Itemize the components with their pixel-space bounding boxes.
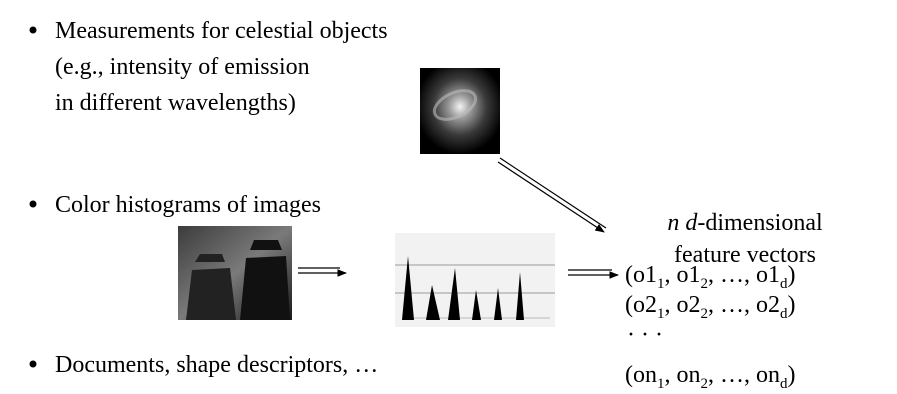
- subscript: 1: [657, 376, 665, 392]
- feature-vector: (o11, o12, …, o1d): [625, 262, 796, 292]
- arrow-line: [498, 162, 604, 232]
- vector-part: (o2: [625, 292, 657, 318]
- vector-part: , …, o2: [708, 292, 780, 318]
- page: {"bullets": [ {"lines": ["Measurements f…: [0, 0, 897, 394]
- vector-part: ): [788, 292, 796, 318]
- bullet-marker: [30, 201, 37, 208]
- vector-part: , o2: [665, 292, 701, 318]
- slide: Measurements for celestial objects (e.g.,…: [0, 0, 897, 394]
- bullet-marker: [30, 27, 37, 34]
- subscript: 2: [701, 376, 709, 392]
- subscript: 1: [657, 276, 665, 292]
- bullet-text: Measurements for celestial objects: [55, 18, 388, 44]
- arrow-line: [500, 158, 606, 228]
- ellipsis: · · ·: [627, 322, 663, 348]
- title-part: n: [667, 210, 679, 236]
- vector-part: ): [788, 262, 796, 288]
- vector-part: (o1: [625, 262, 657, 288]
- vector-part: , o1: [665, 262, 701, 288]
- bullet-text: Color histograms of images: [55, 192, 321, 218]
- subscript: 1: [657, 306, 665, 322]
- bullet-text: in different wavelengths): [55, 90, 296, 116]
- subscript: 2: [701, 276, 709, 292]
- vector-part: , on: [665, 362, 701, 388]
- bullet-text: (e.g., intensity of emission: [55, 54, 310, 80]
- vector-part: ): [788, 362, 796, 388]
- vector-part: , …, on: [708, 362, 780, 388]
- feature-vector: (on1, on2, …, ond): [625, 362, 796, 392]
- bullet-text: Documents, shape descriptors, …: [55, 352, 378, 378]
- feature-vector: (o21, o22, …, o2d): [625, 292, 796, 322]
- vector-part: , …, o1: [708, 262, 780, 288]
- galaxy-image: [420, 68, 500, 154]
- subscript: 2: [701, 306, 709, 322]
- title-part: -dimensional: [697, 210, 823, 236]
- vector-part: (on: [625, 362, 657, 388]
- bullet-marker: [30, 361, 37, 368]
